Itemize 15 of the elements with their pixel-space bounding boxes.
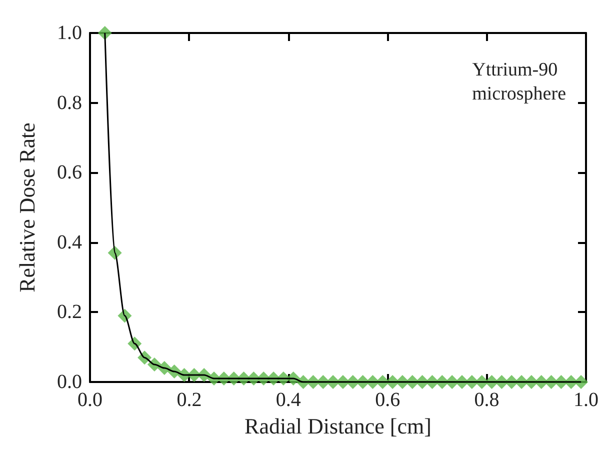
y-tick-label: 1.0 [57, 22, 82, 44]
x-tick-label: 0.4 [276, 389, 301, 411]
x-tick-label: 0.8 [474, 389, 500, 411]
y-axis-title: Relative Dose Rate [14, 122, 40, 292]
y-tick-label: 0.2 [57, 301, 82, 324]
y-tick-label: 0.8 [57, 92, 82, 114]
y-tick-label: 0.6 [57, 162, 82, 184]
y-tick-label: 0.4 [57, 231, 82, 254]
x-tick-label: 0.6 [375, 389, 400, 411]
point [574, 375, 588, 389]
x-tick-label: 1.0 [574, 389, 598, 411]
annotation: Yttrium-90 microsphere [472, 60, 566, 104]
x-tick-label: 0.2 [176, 389, 202, 411]
point [98, 26, 112, 40]
x-axis-title: Radial Distance [cm] [244, 413, 432, 438]
